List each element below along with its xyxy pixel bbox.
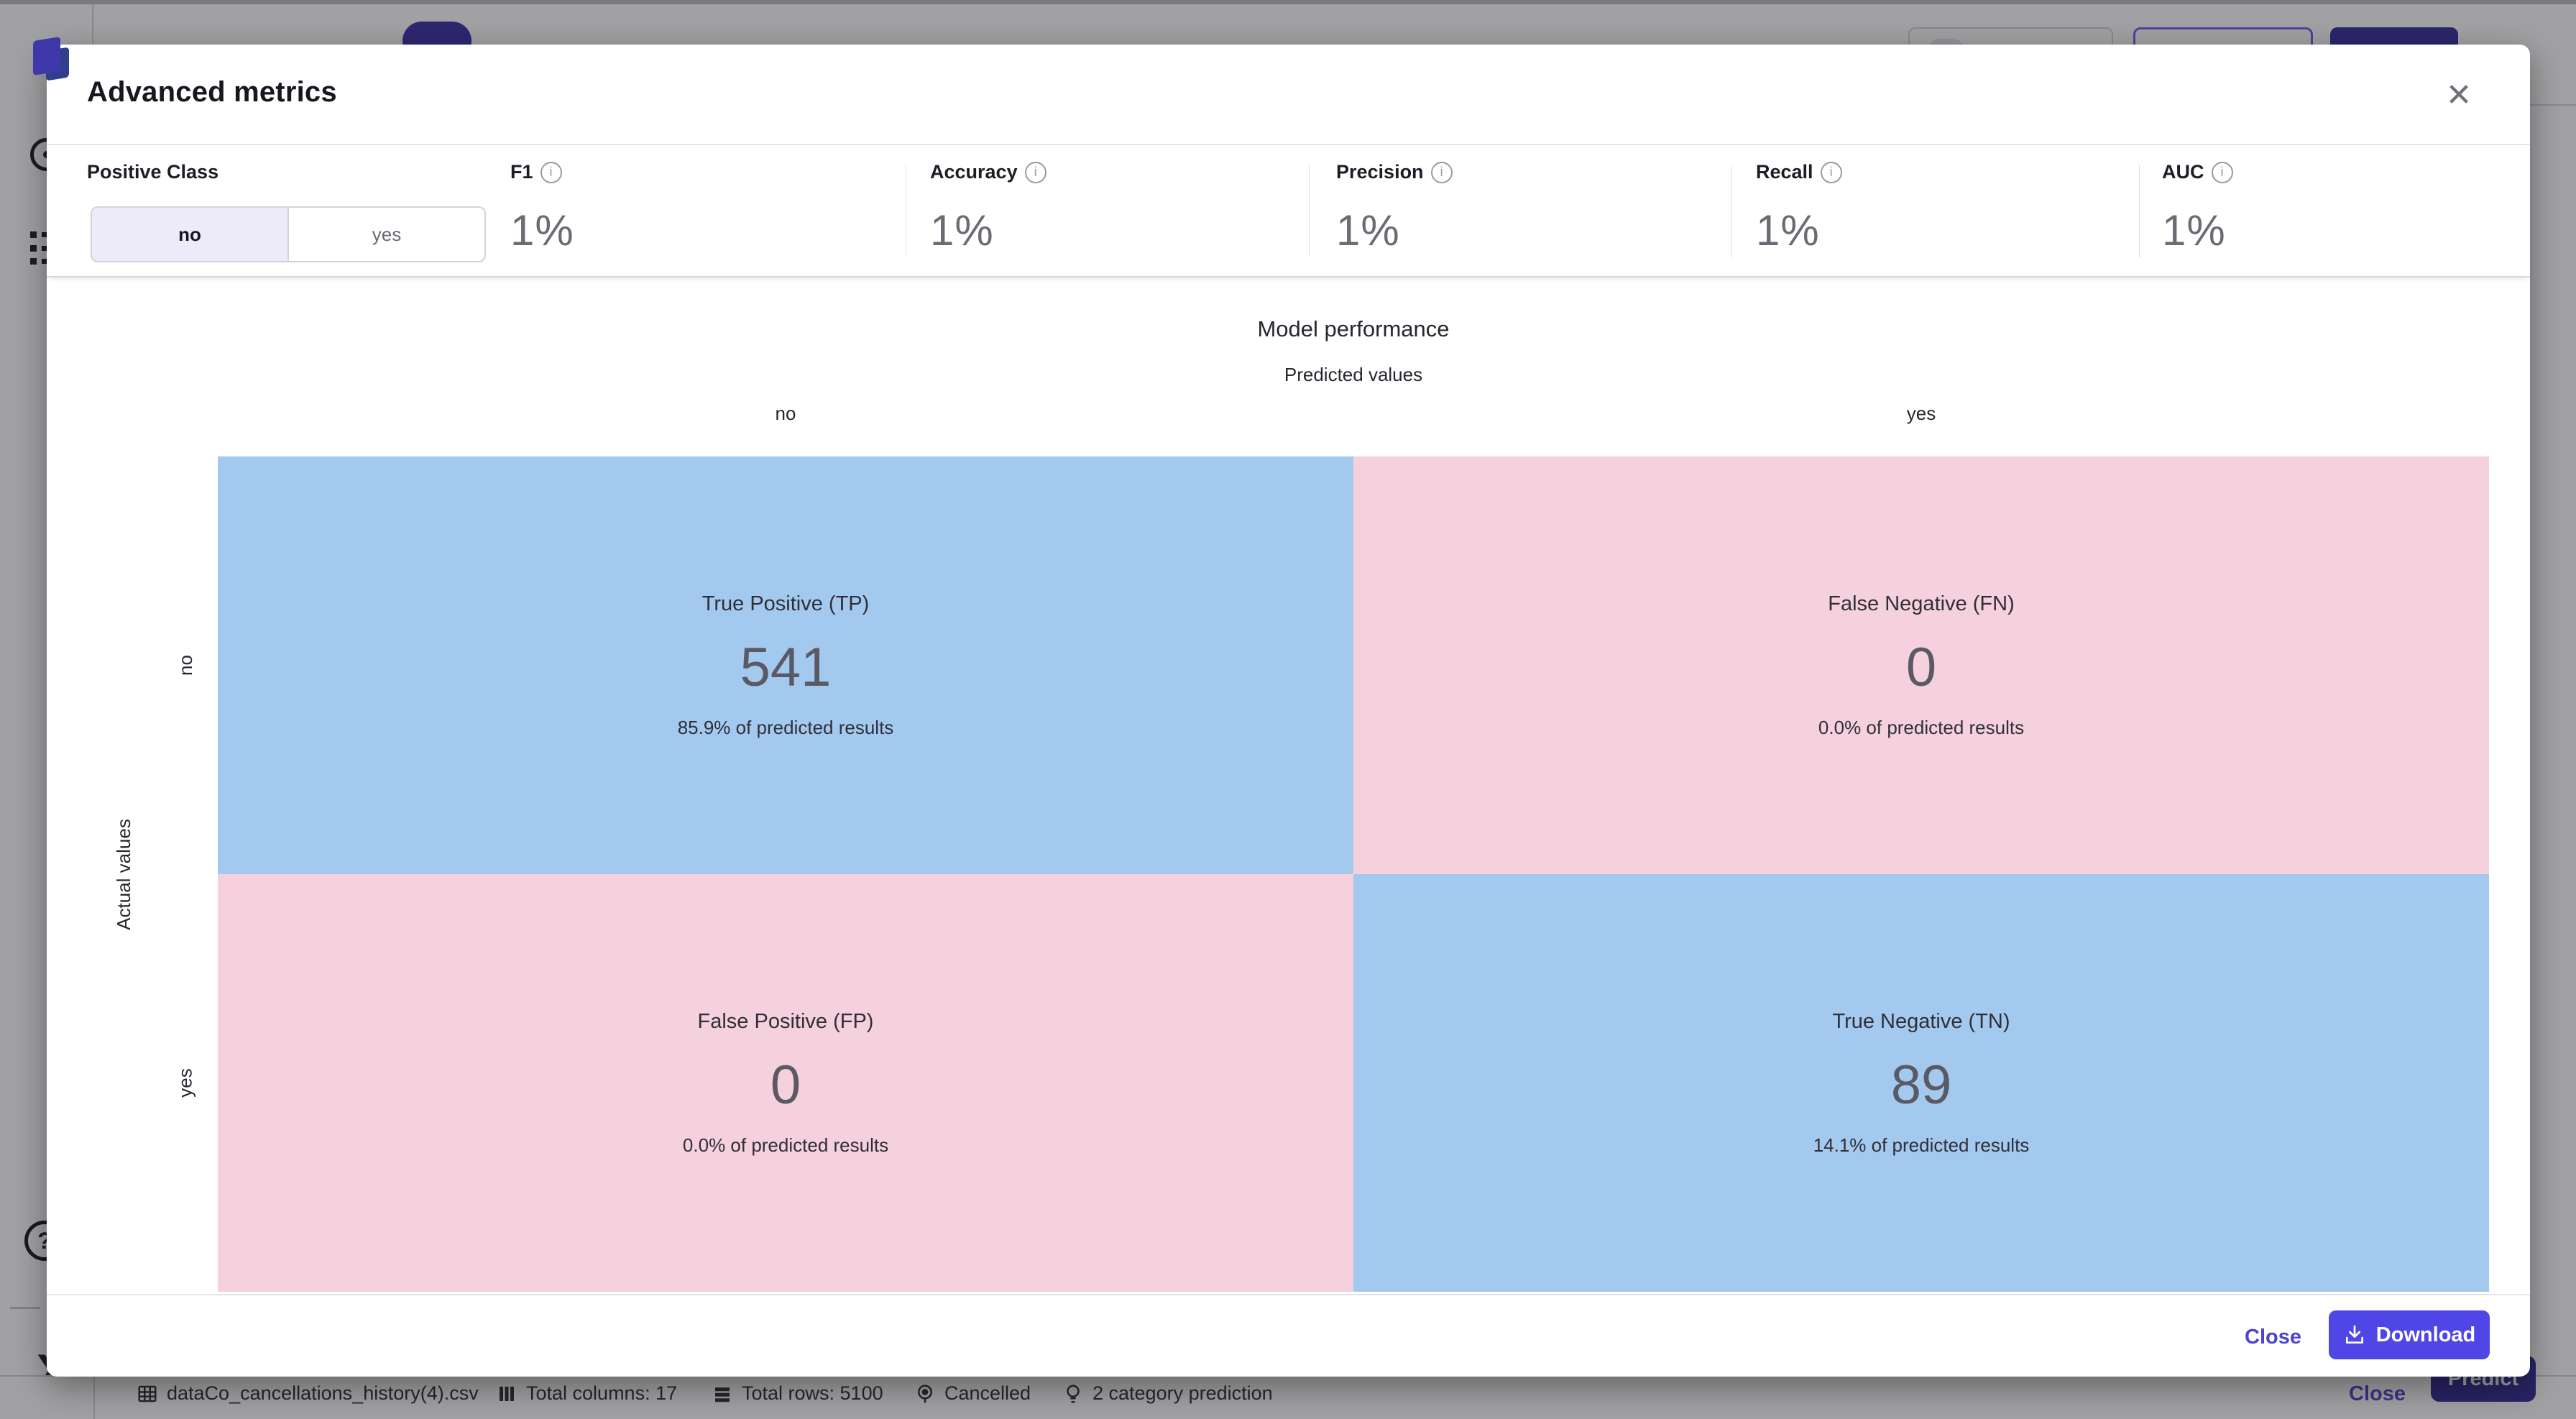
window-top-strip [0, 0, 2576, 4]
cell-true-negative: True Negative (TN) 89 14.1% of predicted… [1353, 874, 2489, 1292]
metric-recall-label: Recall [1756, 161, 1813, 183]
cell-label: True Positive (TP) [702, 592, 870, 615]
cell-percent: 0.0% of predicted results [682, 1134, 889, 1156]
metrics-bar: Positive Class no yes F1 i 1% Accuracy i 1… [47, 145, 2530, 277]
positive-class-toggle: no yes [91, 206, 486, 262]
footer-divider [47, 1294, 2530, 1295]
app-logo-icon [33, 36, 75, 81]
target-column-item: Cancelled [914, 1382, 1031, 1405]
info-icon[interactable]: i [1024, 161, 1046, 183]
metric-auc-value: 1% [2162, 206, 2226, 254]
advanced-metrics-modal: Advanced metrics ✕ Positive Class no yes… [47, 45, 2530, 1377]
positive-class-label: Positive Class [87, 161, 219, 183]
cell-value: 0 [1905, 636, 1937, 698]
rows-icon [715, 1387, 730, 1402]
x-category-yes: yes [1906, 403, 1936, 424]
info-icon[interactable]: i [1820, 161, 1842, 183]
close-icon[interactable]: ✕ [2445, 77, 2472, 113]
download-label: Download [2375, 1323, 2476, 1346]
cell-label: False Positive (FP) [697, 1009, 874, 1033]
sidebar-divider [10, 1307, 40, 1309]
x-axis-title: Predicted values [1284, 364, 1423, 385]
modal-title: Advanced metrics [87, 76, 337, 108]
cell-value: 541 [740, 636, 832, 698]
metric-precision-label: Precision [1336, 161, 1424, 183]
metrics-divider [1309, 165, 1310, 257]
cell-true-positive: True Positive (TP) 541 85.9% of predicte… [218, 456, 1353, 874]
cell-label: False Negative (FN) [1828, 592, 2015, 615]
cell-percent: 85.9% of predicted results [677, 716, 894, 738]
metric-f1-value: 1% [510, 206, 574, 254]
info-icon[interactable]: i [540, 161, 562, 183]
positive-class-option-yes[interactable]: yes [372, 223, 402, 245]
columns-icon [500, 1386, 514, 1401]
positive-class-option-no[interactable]: no [92, 208, 289, 261]
cell-false-negative: False Negative (FN) 0 0.0% of predicted … [1353, 456, 2489, 874]
metric-f1-label: F1 [510, 161, 533, 183]
cell-false-positive: False Positive (FP) 0 0.0% of predicted … [218, 874, 1353, 1292]
background-close-button[interactable]: Close [2349, 1382, 2406, 1405]
prediction-type-item: 2 category prediction [1062, 1382, 1273, 1405]
bottom-bar-divider [93, 1377, 95, 1419]
dataset-table-icon [138, 1385, 157, 1402]
dataset-name-item: dataCo_cancellations_history(4).csv [137, 1382, 479, 1405]
metrics-divider [2139, 165, 2140, 257]
metric-accuracy-label: Accuracy [930, 161, 1018, 183]
cell-label: True Negative (TN) [1832, 1009, 2010, 1033]
y-category-yes: yes [174, 1068, 196, 1098]
info-icon[interactable]: i [2211, 161, 2233, 183]
cell-value: 89 [1890, 1054, 1952, 1116]
cell-percent: 0.0% of predicted results [1818, 716, 2025, 738]
y-axis-title: Actual values [112, 818, 134, 930]
confusion-matrix: True Positive (TP) 541 85.9% of predicte… [218, 456, 2489, 1292]
metric-recall-value: 1% [1756, 206, 1820, 254]
cell-value: 0 [770, 1054, 801, 1116]
total-rows-item: Total rows: 5100 [712, 1382, 883, 1405]
chart-title: Model performance [1257, 316, 1450, 341]
target-column-icon [918, 1384, 932, 1402]
metric-precision-value: 1% [1336, 206, 1400, 254]
cell-percent: 14.1% of predicted results [1813, 1134, 2030, 1156]
metric-auc-label: AUC [2162, 161, 2204, 183]
prediction-type-icon [1067, 1384, 1080, 1402]
y-category-no: no [174, 655, 196, 676]
modal-header: Advanced metrics ✕ [47, 45, 2530, 145]
x-category-no: no [775, 403, 796, 424]
download-button[interactable]: Download [2329, 1310, 2490, 1359]
download-icon [2345, 1325, 2363, 1344]
info-icon[interactable]: i [1430, 161, 1453, 183]
modal-close-button[interactable]: Close [2245, 1326, 2301, 1349]
metric-accuracy-value: 1% [930, 206, 994, 254]
total-columns-item: Total columns: 17 [496, 1382, 677, 1405]
metrics-divider [1731, 165, 1732, 257]
